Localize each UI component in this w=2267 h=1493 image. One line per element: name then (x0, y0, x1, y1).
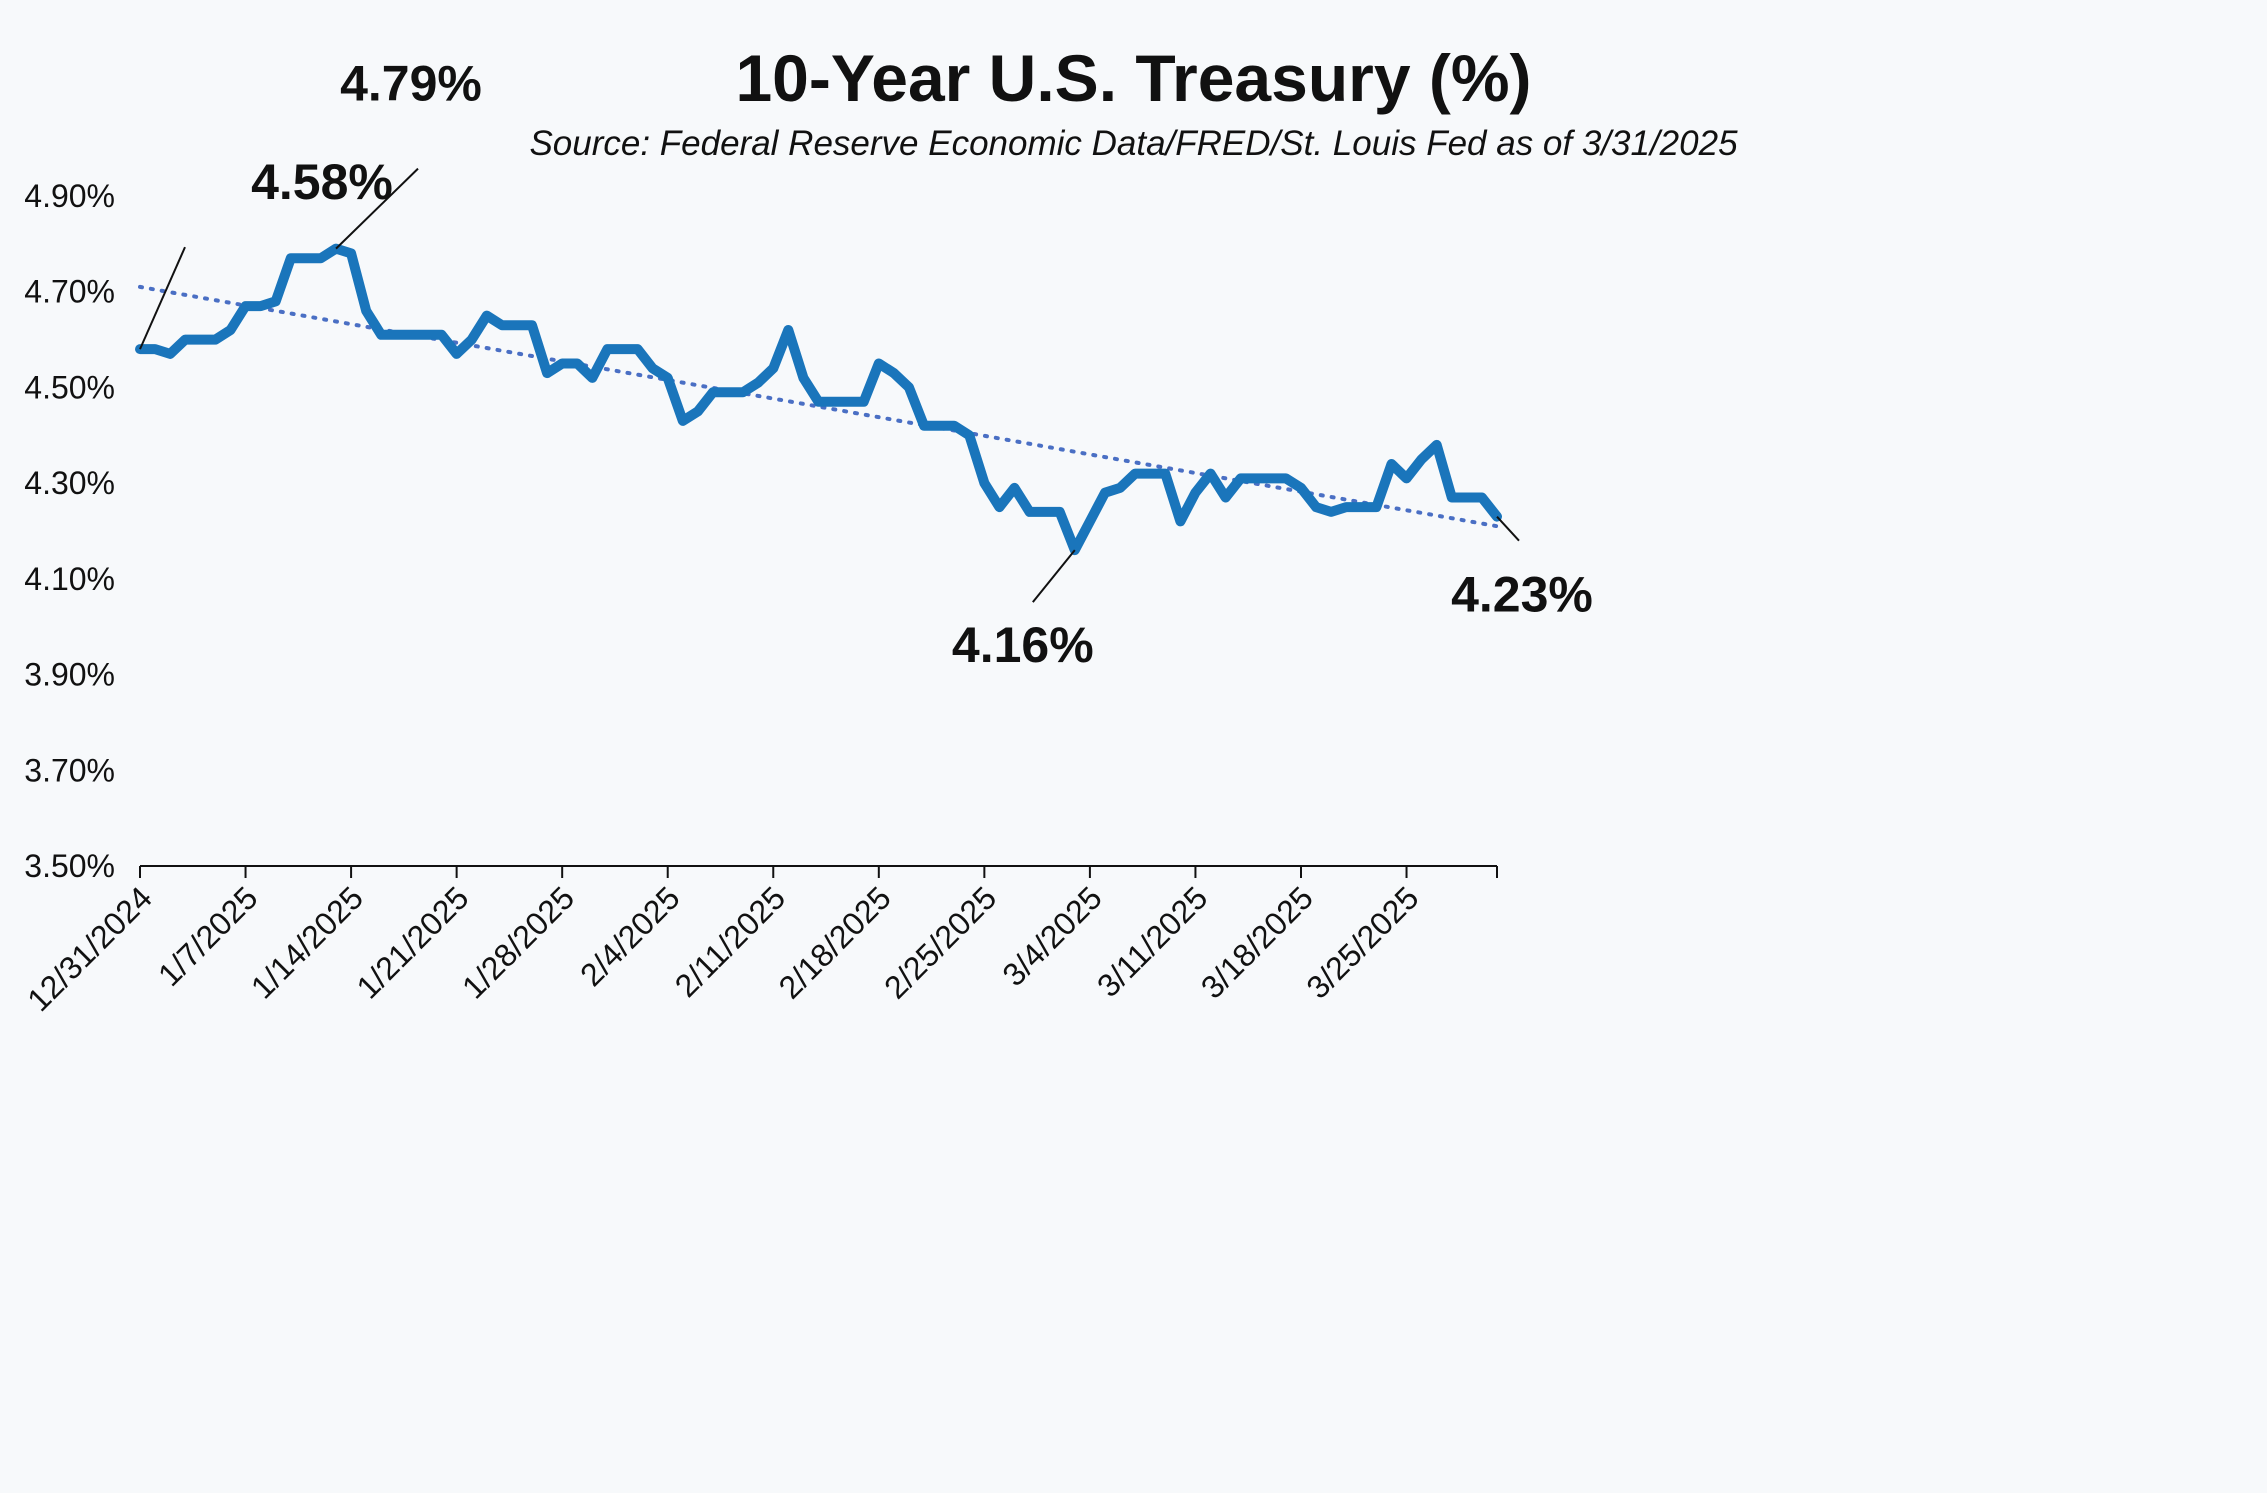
x-tick-label: 1/21/2025 (349, 879, 475, 1005)
x-tick-label: 3/18/2025 (1194, 879, 1320, 1005)
annotation-leader-line (1032, 549, 1076, 603)
x-tick-label: 2/18/2025 (772, 879, 898, 1005)
series-layer (135, 243, 1502, 556)
y-tick-label: 4.10% (24, 561, 115, 597)
annotation-leader-line (139, 246, 186, 350)
x-axis (139, 865, 1498, 878)
y-axis-labels: 3.50% 3.70% 3.90% 4.10% 4.30% 4.50% 4.70% 4.90% (24, 178, 115, 884)
y-tick-label: 4.90% (24, 178, 115, 214)
annotation-label: 4.79% (340, 56, 482, 112)
annotation-label: 4.58% (251, 154, 393, 210)
y-tick-label: 3.50% (24, 848, 115, 884)
x-tick-label: 3/11/2025 (1090, 879, 1214, 1003)
x-tick-label: 1/14/2025 (244, 879, 370, 1005)
series-line (135, 243, 1502, 556)
x-tick-label: 1/28/2025 (455, 879, 581, 1005)
y-tick-label: 4.30% (24, 465, 115, 501)
annotation-label: 4.23% (1451, 567, 1593, 623)
x-tick-label: 12/31/2024 (20, 879, 159, 1018)
y-tick-label: 3.70% (24, 752, 115, 788)
x-tick-label: 3/25/2025 (1299, 879, 1425, 1005)
chart-title: 10-Year U.S. Treasury (%) (735, 41, 1532, 115)
y-tick-label: 4.50% (24, 369, 115, 405)
x-tick-label: 2/11/2025 (668, 879, 792, 1003)
annotation-layer: 4.58% 4.79% 4.16% 4.23% (139, 56, 1593, 673)
annotation-leader-line (335, 167, 419, 250)
annotation-label: 4.16% (952, 617, 1094, 673)
y-tick-label: 4.70% (24, 274, 115, 310)
trendline-layer (138, 284, 1499, 529)
trendline (138, 284, 1499, 529)
chart-subtitle: Source: Federal Reserve Economic Data/FR… (529, 124, 1738, 163)
x-axis-labels: 12/31/20241/7/20251/14/20251/21/20251/28… (20, 879, 1425, 1018)
y-tick-label: 3.90% (24, 657, 115, 693)
annotation-leader-line (1496, 515, 1520, 542)
x-tick-label: 2/25/2025 (877, 879, 1003, 1005)
